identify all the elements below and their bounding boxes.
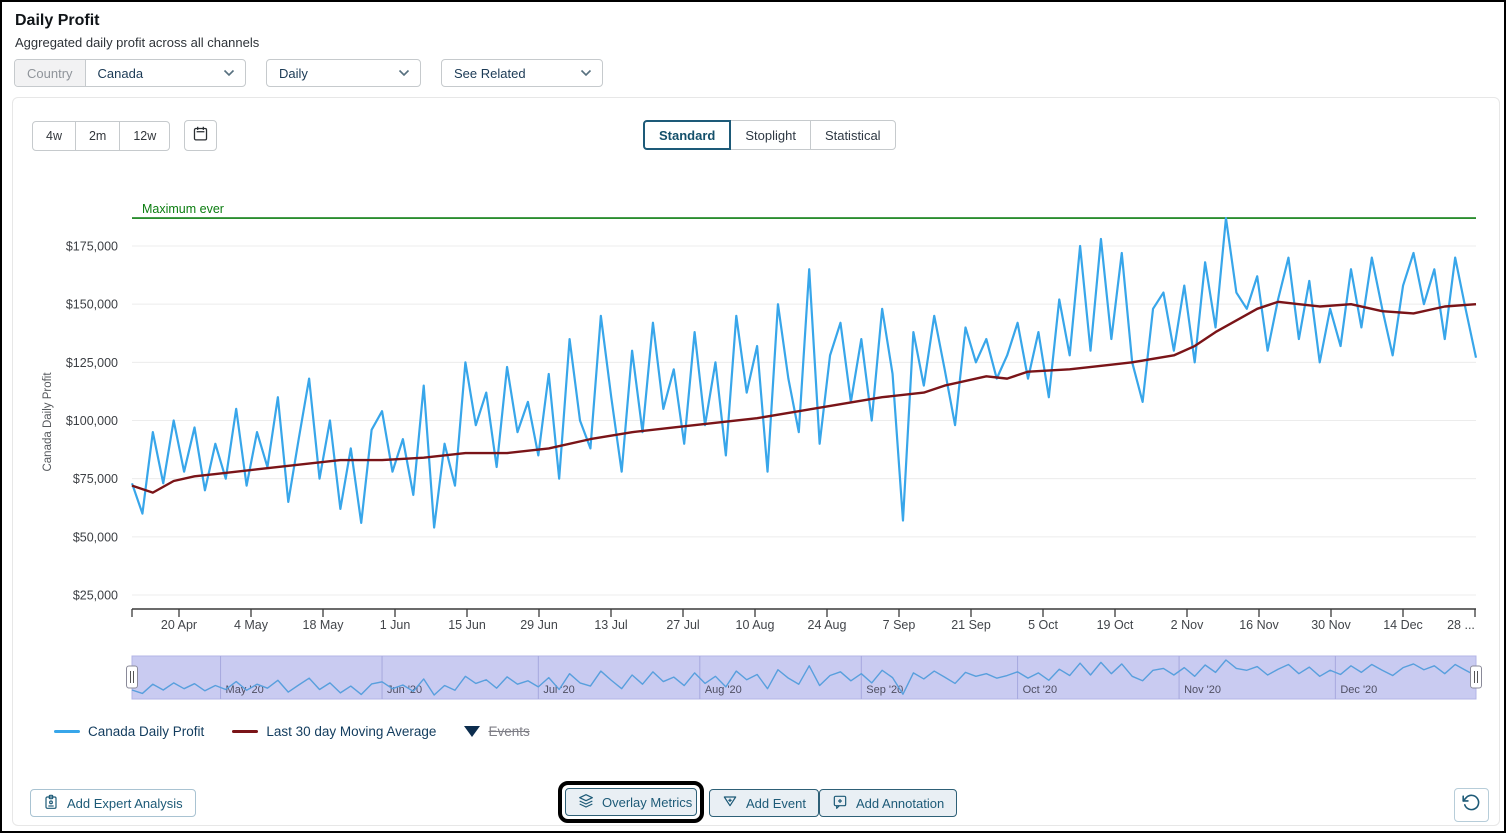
add-annotation-button[interactable]: Add Annotation	[819, 789, 958, 817]
legend-label: Last 30 day Moving Average	[266, 724, 437, 739]
tab-standard[interactable]: Standard	[643, 120, 732, 150]
chart-card	[12, 97, 1500, 826]
add-expert-analysis-button[interactable]: Add Expert Analysis	[30, 789, 196, 817]
add-event-button[interactable]: Add Event	[709, 789, 819, 817]
tab-statistical[interactable]: Statistical	[809, 120, 896, 150]
chart-legend: Canada Daily Profit Last 30 day Moving A…	[54, 724, 530, 739]
brush-handle-left[interactable]	[126, 665, 138, 689]
page-subtitle: Aggregated daily profit across all chann…	[15, 35, 260, 50]
legend-item-daily-profit[interactable]: Canada Daily Profit	[54, 724, 204, 739]
time-range-group: 4w 2m 12w	[32, 120, 171, 151]
button-label: Add Annotation	[856, 795, 945, 811]
event-triangle-plus-icon	[722, 794, 738, 813]
overlay-metrics-button[interactable]: Overlay Metrics	[565, 788, 697, 816]
annotation-bubble-plus-icon	[832, 794, 848, 813]
events-triangle-icon	[464, 726, 481, 737]
see-related-dropdown[interactable]: See Related	[441, 59, 603, 87]
country-dropdown-prefix: Country	[15, 60, 86, 86]
page-title: Daily Profit	[15, 12, 100, 29]
see-related-dropdown-value: See Related	[454, 65, 526, 81]
brush-handle-right[interactable]	[1470, 665, 1482, 689]
layers-icon	[578, 793, 594, 812]
reset-zoom-button[interactable]	[1454, 788, 1489, 822]
country-dropdown[interactable]: Country Canada	[14, 59, 246, 87]
country-dropdown-value: Canada	[97, 65, 144, 81]
calendar-button[interactable]	[184, 120, 218, 151]
series-swatch	[54, 730, 80, 733]
filter-row: Country Canada Daily See Related	[14, 59, 603, 87]
tab-stoplight[interactable]: Stoplight	[730, 120, 811, 150]
expert-badge-icon	[43, 794, 59, 813]
calendar-icon	[192, 125, 209, 147]
button-label: Overlay Metrics	[602, 794, 693, 810]
legend-item-events[interactable]: Events	[464, 724, 530, 739]
brush-selection[interactable]	[131, 655, 1477, 700]
view-mode-tabs: Standard Stoplight Statistical	[643, 120, 896, 150]
chevron-down-icon	[580, 69, 602, 77]
button-label: Add Expert Analysis	[67, 795, 183, 811]
range-button-4w[interactable]: 4w	[32, 120, 76, 151]
legend-label: Canada Daily Profit	[88, 724, 205, 739]
reset-icon	[1462, 793, 1481, 817]
legend-item-moving-average[interactable]: Last 30 day Moving Average	[232, 724, 436, 739]
legend-label: Events	[488, 724, 530, 739]
series-swatch	[232, 730, 259, 733]
range-brush[interactable]: May '20 Jun '20 Jul '20 Aug '20 Sep '20 Oct '…	[126, 655, 1482, 700]
range-button-12w[interactable]: 12w	[119, 120, 171, 151]
chevron-down-icon	[223, 69, 245, 77]
range-button-2m[interactable]: 2m	[74, 120, 121, 151]
time-range-toolbar: 4w 2m 12w	[32, 120, 218, 151]
button-label: Add Event	[746, 795, 806, 811]
frequency-dropdown-value: Daily	[279, 65, 308, 81]
frequency-dropdown[interactable]: Daily	[266, 59, 421, 87]
chevron-down-icon	[398, 69, 420, 77]
overlay-metrics-highlight-ring: Overlay Metrics	[558, 781, 704, 823]
